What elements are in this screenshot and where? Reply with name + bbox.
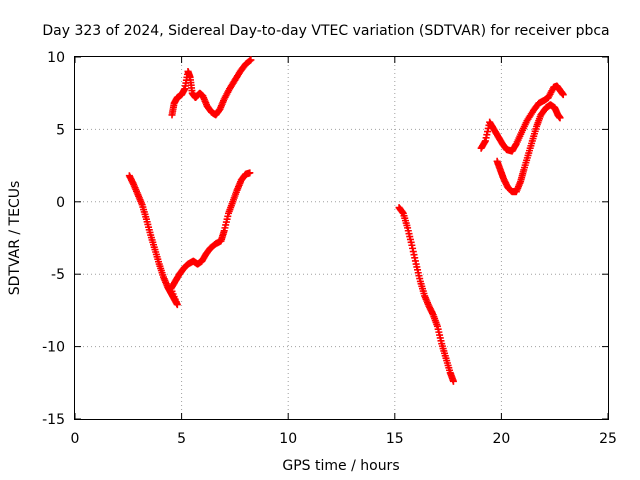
- x-tick-label: 0: [71, 431, 80, 447]
- y-tick-labels: -15 -10 -5 0 5 10: [42, 50, 608, 428]
- x-tick-label: 10: [279, 431, 297, 447]
- x-axis-label: GPS time / hours: [282, 458, 399, 474]
- data-point: [559, 91, 567, 99]
- y-tick-label: 10: [47, 50, 65, 66]
- y-tick-label: -10: [42, 340, 65, 356]
- grid: [75, 57, 608, 419]
- data-point: [449, 377, 457, 385]
- x-tick-label: 15: [386, 431, 404, 447]
- chart-title: Day 323 of 2024, Sidereal Day-to-day VTE…: [42, 23, 609, 39]
- plot-frame: [74, 56, 609, 420]
- y-tick-label: 0: [56, 195, 65, 211]
- y-tick-label: 5: [56, 122, 65, 138]
- data-points: [125, 56, 567, 385]
- y-tick-label: -5: [51, 267, 65, 283]
- y-tick-label: -15: [42, 412, 65, 428]
- data-point: [246, 169, 254, 177]
- x-tick-labels: 0 5 10 15 20 25: [71, 57, 617, 447]
- data-point: [556, 114, 564, 122]
- x-tick-label: 20: [492, 431, 510, 447]
- x-tick-label: 5: [177, 431, 186, 447]
- data-point: [247, 56, 255, 64]
- x-tick-label: 25: [599, 431, 617, 447]
- y-axis-label: SDTVAR / TECUs: [7, 181, 23, 296]
